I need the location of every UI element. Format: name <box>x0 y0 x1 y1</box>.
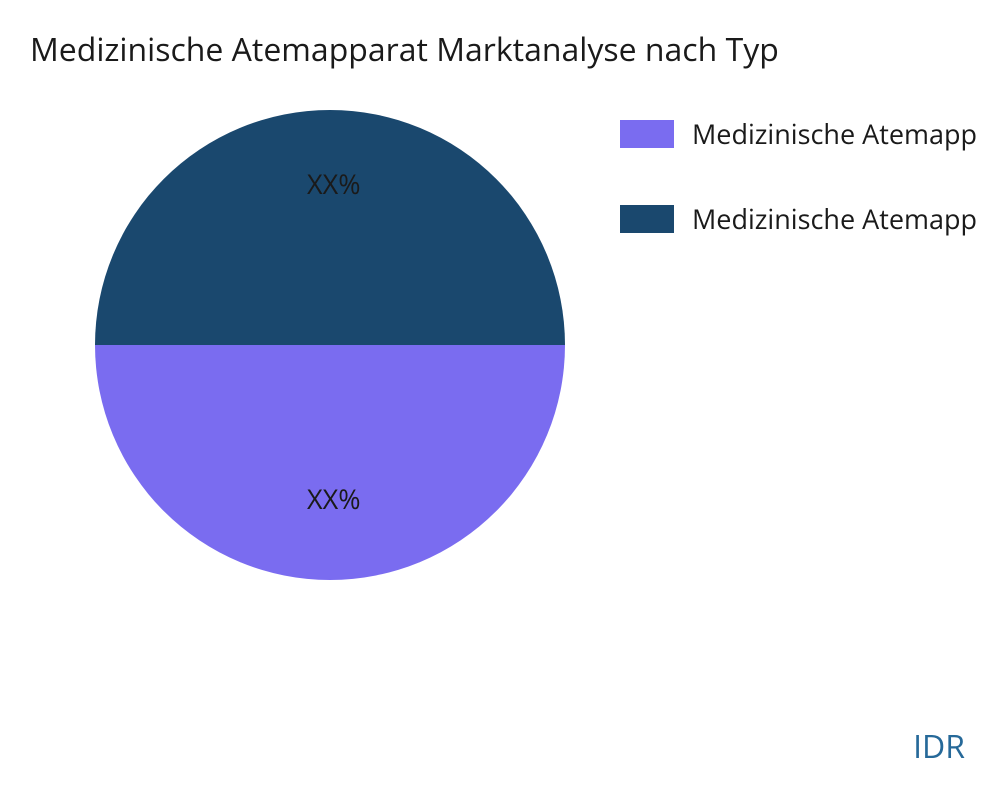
legend-label: Medizinische Atemapp <box>692 200 977 237</box>
slice-label-bottom: XX% <box>307 480 361 517</box>
legend: Medizinische Atemapp Medizinische Atemap… <box>620 115 977 237</box>
legend-item: Medizinische Atemapp <box>620 200 977 237</box>
pie-chart-container: XX% XX% <box>95 110 565 580</box>
pie-slice-bottom <box>95 345 565 580</box>
legend-label: Medizinische Atemapp <box>692 115 977 152</box>
chart-title: Medizinische Atemapparat Marktanalyse na… <box>30 28 779 71</box>
legend-swatch <box>620 120 674 148</box>
slice-label-top: XX% <box>307 165 361 202</box>
legend-swatch <box>620 205 674 233</box>
pie-slice-top <box>95 110 565 345</box>
watermark: IDR <box>913 725 965 768</box>
legend-item: Medizinische Atemapp <box>620 115 977 152</box>
